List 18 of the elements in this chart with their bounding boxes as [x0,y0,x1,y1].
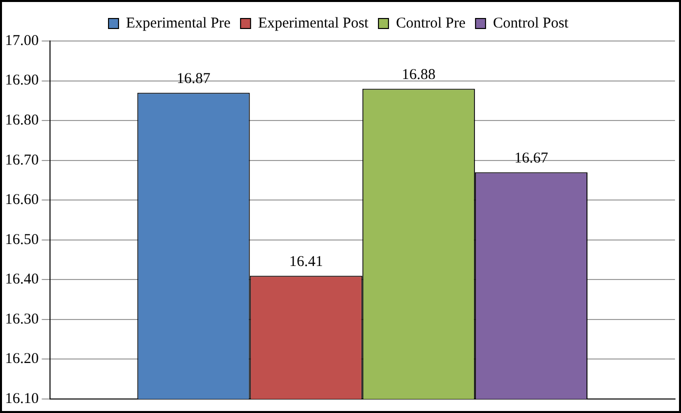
y-tick-label: 16.30 [5,311,39,328]
legend-label: Control Post [493,15,570,32]
y-tick-label: 16.40 [5,272,39,288]
legend-label: Control Pre [396,15,466,32]
legend-label: Experimental Post [258,15,370,32]
data-label: 16.41 [289,254,323,270]
data-label: 16.67 [514,150,549,167]
y-tick-label: 16.70 [5,152,39,168]
y-tick-label: 16.20 [5,351,39,368]
data-label: 16.87 [176,71,211,88]
y-tick-label: 16.50 [5,232,39,248]
y-tick-label: 17.00 [5,32,39,49]
y-tick-label: 16.60 [5,192,39,208]
y-tick-label: 16.90 [5,72,39,89]
y-tick-label: 16.10 [5,390,39,407]
data-label: 16.88 [402,67,436,84]
y-tick-label: 16.80 [5,112,39,128]
legend-label: Experimental Pre [126,15,231,32]
